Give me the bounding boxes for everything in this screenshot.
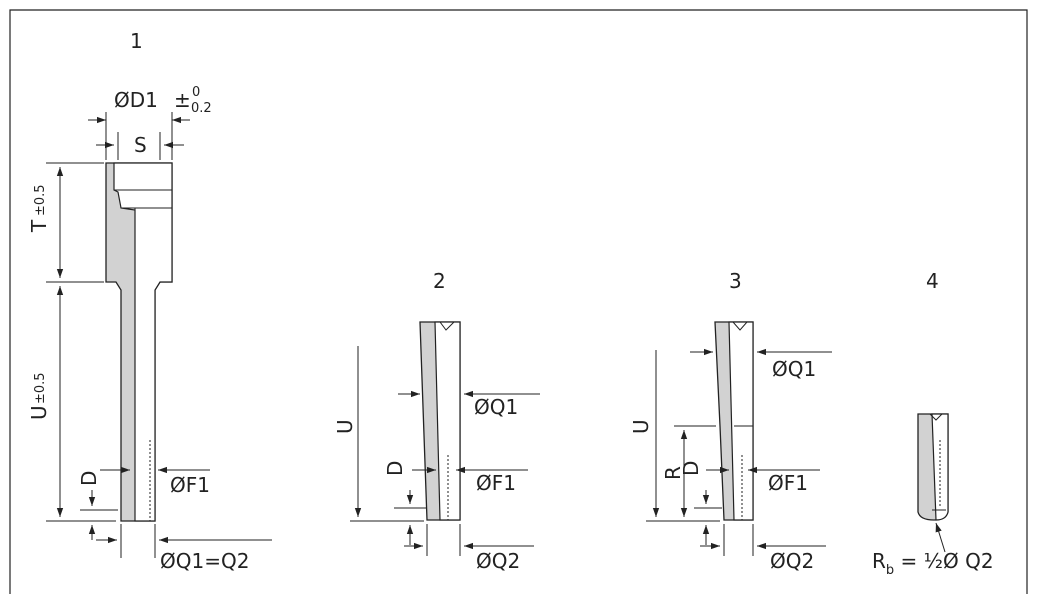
u-label-2: U — [333, 419, 357, 434]
q1-q2-label: ØQ1=Q2 — [160, 549, 249, 573]
rb-label: Rb = ½Ø Q2 — [872, 549, 994, 578]
thermowell-2-bore — [434, 321, 461, 521]
t-tolerance: ±0.5 — [33, 184, 48, 216]
d1-label: ØD1 — [114, 88, 158, 112]
q1-label-2: ØQ1 — [474, 395, 518, 419]
q1-label-3: ØQ1 — [772, 357, 816, 381]
u-tolerance: ±0.5 — [33, 372, 48, 404]
u-label: U — [27, 405, 51, 420]
view-3: 3 ØQ1 U R D ØF1 ØQ2 — [629, 269, 832, 573]
u-label-3: U — [629, 419, 653, 434]
view-2-number: 2 — [433, 269, 446, 293]
drawing-frame — [9, 9, 1028, 594]
rb-subscript: b — [886, 563, 894, 578]
f1-label-1: ØF1 — [170, 473, 210, 497]
view-1-number: 1 — [130, 29, 143, 53]
view-2: 2 U ØQ1 D ØF1 ØQ2 — [333, 269, 540, 573]
d1-tolerance-lower: 0.2 — [191, 101, 212, 116]
thermowell-3-bore — [728, 321, 754, 521]
f1-label-3: ØF1 — [768, 471, 808, 495]
view-4-number: 4 — [926, 269, 939, 293]
s-label: S — [134, 133, 147, 157]
d1-tolerance-upper: 0 — [192, 85, 200, 100]
d-label-2: D — [383, 461, 407, 476]
q2-label-2: ØQ2 — [476, 549, 520, 573]
d-label-1: D — [77, 471, 101, 486]
rb-equation: = ½Ø Q2 — [894, 549, 993, 573]
rb-symbol: R — [872, 549, 886, 573]
d1-tolerance-sign: ± — [174, 88, 191, 112]
q2-label-3: ØQ2 — [770, 549, 814, 573]
f1-label-2: ØF1 — [476, 471, 516, 495]
view-1: 1 ØD1 ± 0 0.2 S T ±0.5 — [27, 29, 272, 573]
view-4: 4 Rb = ½Ø Q2 — [872, 269, 994, 578]
view-3-number: 3 — [729, 269, 742, 293]
t-label: T — [27, 219, 51, 233]
thermowell-1-bore — [113, 162, 173, 522]
r-label: R — [661, 466, 685, 480]
thermowell-4-bore — [931, 413, 949, 521]
d-label-3: D — [679, 461, 703, 476]
